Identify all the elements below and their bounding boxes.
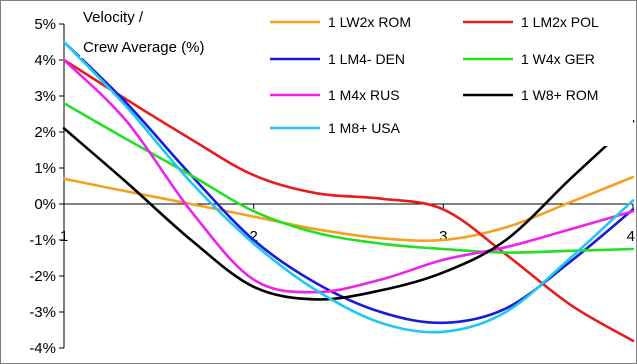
legend-entry: 1 LW2x ROM [328,14,411,30]
legend-entry: 1 LM2x POL [521,14,599,30]
y-label-backing [80,36,268,58]
legend-entry: 1 W4x GER [521,51,595,67]
y-tick-label: 4% [34,52,56,69]
x-tick-label: 4 [627,228,635,245]
x-tick-label: 2 [249,228,257,245]
axes [59,23,634,349]
y-tick-label: 0% [34,196,56,213]
legend-entry: 1 M8+ USA [328,120,401,136]
legend-entry: 1 M4x RUS [328,87,400,103]
y-tick-label: 5% [34,16,56,33]
y-axis-label: Velocity / Crew Average (%) [80,6,268,58]
series-line [62,40,635,334]
y-label-backing [80,6,170,28]
series-lines [62,40,635,343]
series-line [62,58,635,343]
y-tick-label: 2% [34,124,56,141]
series-line [62,175,635,243]
series-line [62,101,635,254]
legend-backing [265,6,633,146]
y-tick-label: 1% [34,160,56,177]
y-tick-label: -1% [29,232,56,249]
y-axis-label-line: Velocity / [83,9,144,26]
x-tick-label: 1 [60,228,68,245]
legend-entry: 1 LM4- DEN [328,51,405,67]
tick-labels: 5% 4% 3% 2% 1% 0% -1% -2% -3% -4% 1 2 3 4 [29,16,635,357]
y-tick-label: -3% [29,304,56,321]
y-axis-label-line: Crew Average (%) [83,39,204,56]
legend: 1 LW2x ROM 1 LM2x POL 1 LM4- DEN 1 W4x GER 1… [265,6,633,146]
legend-entry: 1 W8+ ROM [521,87,598,103]
x-tick-label: 3 [439,228,447,245]
series-line [62,119,635,301]
y-tick-label: 3% [34,88,56,105]
y-tick-label: -4% [29,340,56,357]
y-tick-label: -2% [29,268,56,285]
series-line [62,58,635,294]
